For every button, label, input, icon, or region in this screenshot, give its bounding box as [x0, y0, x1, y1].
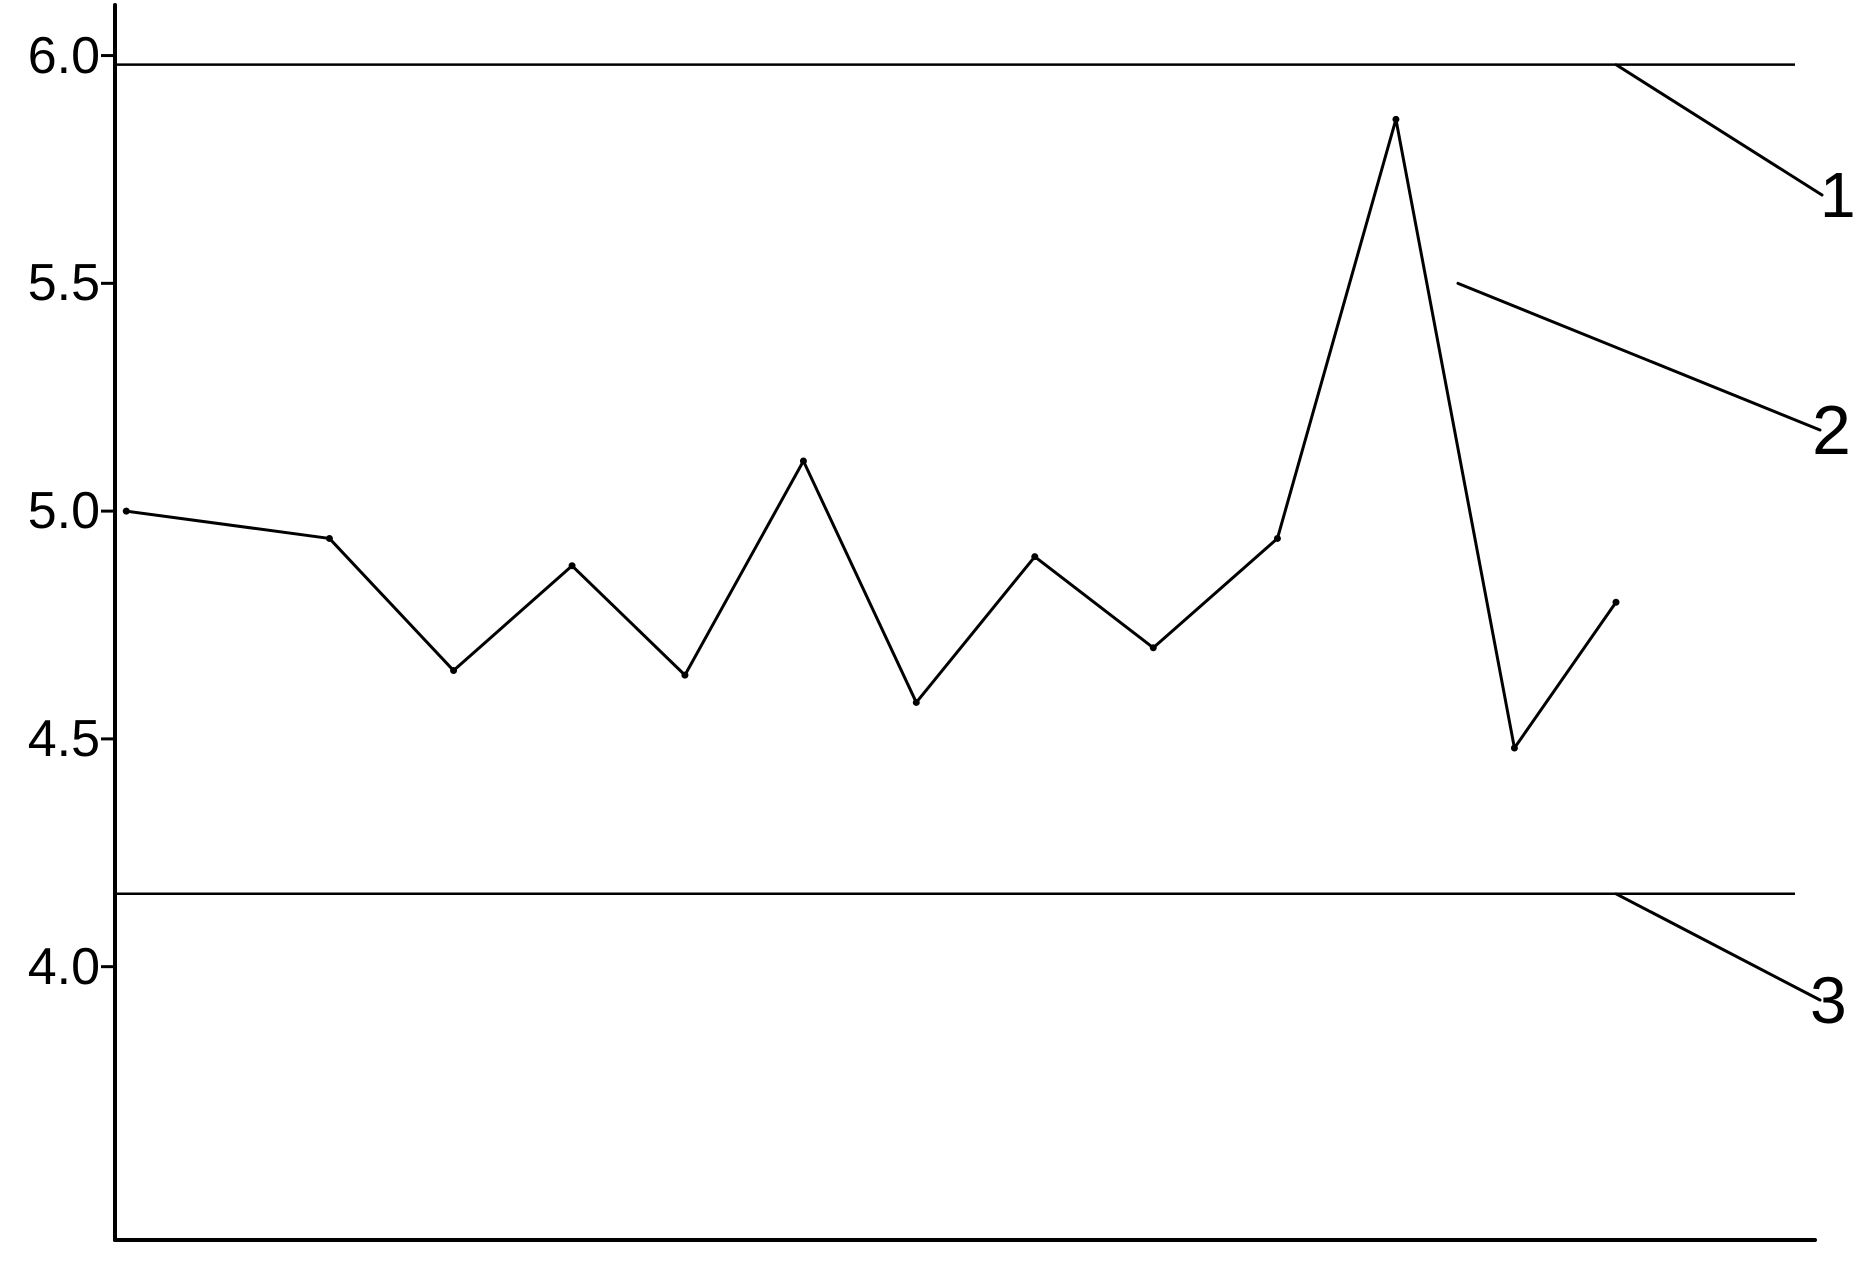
data-series-line	[126, 119, 1616, 748]
callout-label-c3: 3	[1810, 962, 1847, 1038]
data-point	[1274, 535, 1281, 542]
data-point	[123, 508, 130, 515]
callout-label-c2: 2	[1812, 390, 1851, 470]
data-point	[1031, 553, 1038, 560]
data-point	[1392, 116, 1399, 123]
data-point	[1150, 644, 1157, 651]
callout-leader-c3	[1616, 894, 1820, 1000]
callout-label-c1: 1	[1820, 158, 1853, 232]
data-point	[1613, 599, 1620, 606]
data-point	[681, 672, 688, 679]
callout-leader-c1	[1616, 65, 1822, 195]
y-tick-label: 4.0	[28, 937, 100, 997]
y-tick-label: 5.0	[28, 481, 100, 541]
chart-svg	[0, 0, 1853, 1277]
chart-container: 6.0 5.5 5.0 4.5 4.0 1 2 3	[0, 0, 1853, 1277]
callout-leader-c2	[1458, 283, 1820, 430]
data-point	[450, 667, 457, 674]
y-tick-label: 6.0	[28, 26, 100, 86]
data-point	[569, 562, 576, 569]
y-tick-label: 4.5	[28, 709, 100, 769]
data-point	[913, 699, 920, 706]
data-point	[326, 535, 333, 542]
data-point	[800, 458, 807, 465]
data-point	[1511, 745, 1518, 752]
y-tick-label: 5.5	[28, 253, 100, 313]
